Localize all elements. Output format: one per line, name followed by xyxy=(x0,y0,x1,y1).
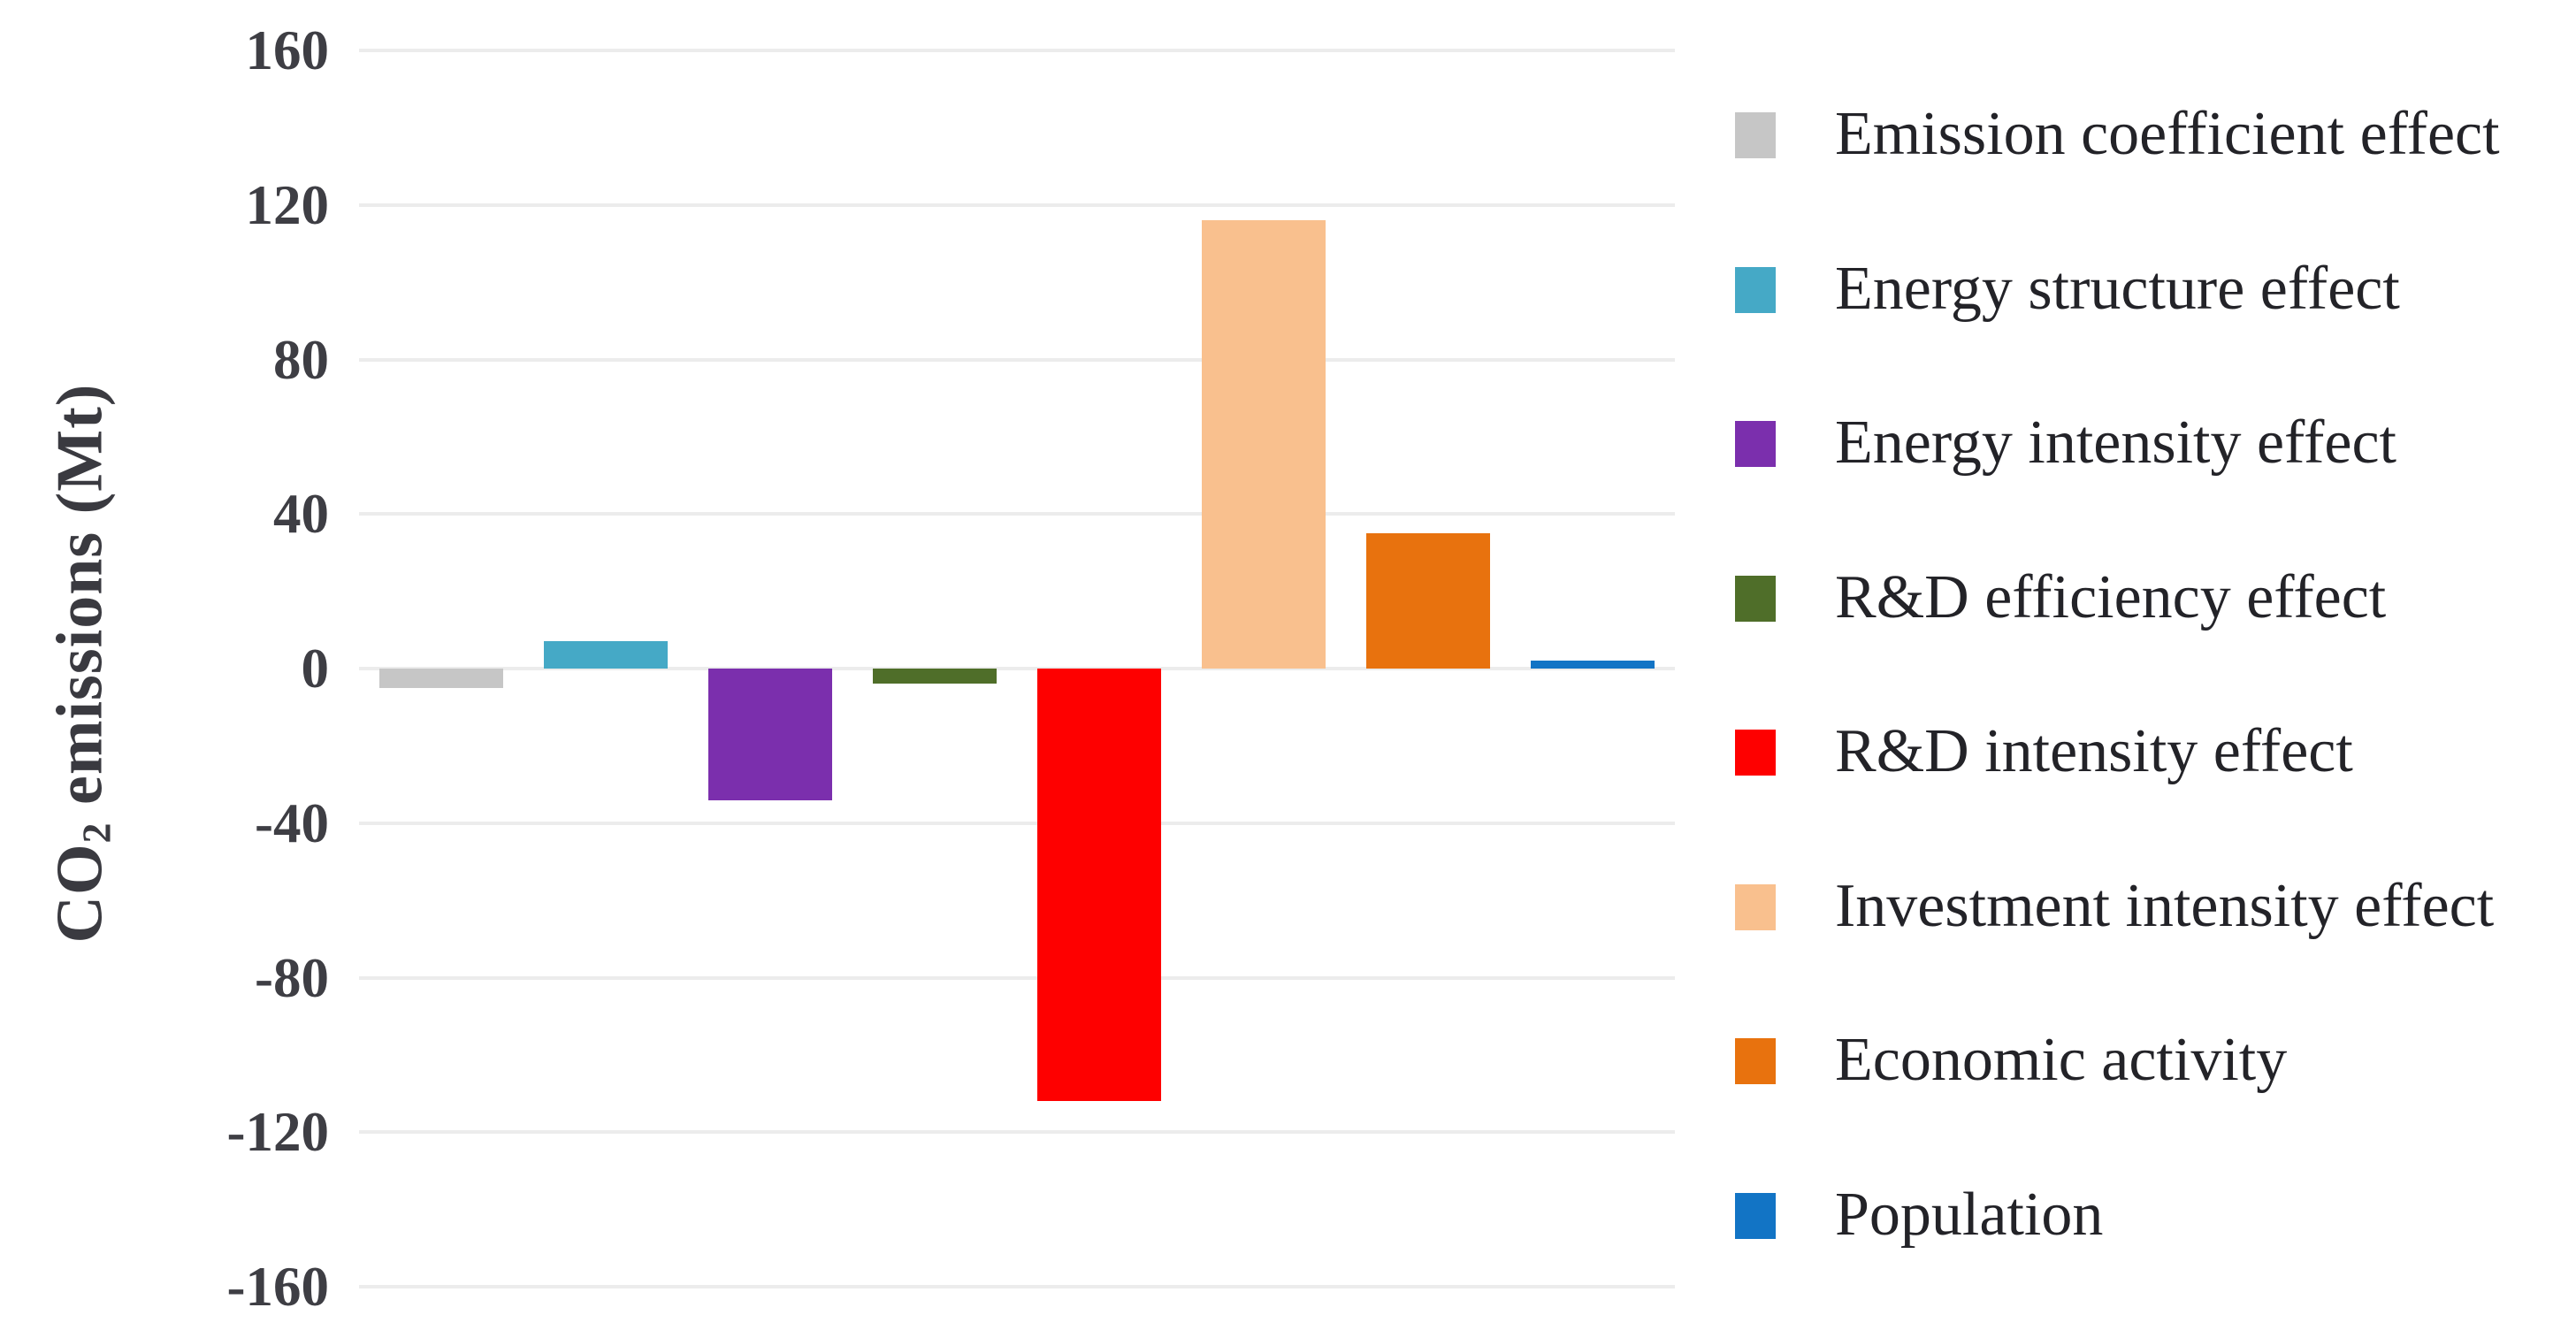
y-tick-label: -40 xyxy=(255,791,329,854)
y-tick-label: -120 xyxy=(226,1101,329,1164)
gridline-y-0 xyxy=(359,667,1675,670)
gridline-y--120 xyxy=(359,1130,1675,1135)
y-tick-label: -160 xyxy=(226,1256,329,1318)
gridline-y-80 xyxy=(359,357,1675,362)
y-tick-label: 120 xyxy=(245,173,330,236)
legend-label: Emission coefficient effect xyxy=(1835,100,2500,168)
legend-swatch-icon xyxy=(1735,112,1776,158)
gridline-y-40 xyxy=(359,512,1675,516)
bar-energy-intensity-effect xyxy=(708,669,832,800)
legend-swatch-icon xyxy=(1735,730,1776,776)
bar-r-d-efficiency-effect xyxy=(873,669,997,684)
y-axis-title-suffix: emissions (Mt) xyxy=(43,383,117,822)
bar-emission-coefficient-effect xyxy=(379,669,503,688)
y-tick-label: 80 xyxy=(273,328,329,391)
legend-label: Energy intensity effect xyxy=(1835,409,2396,477)
legend-label: R&D efficiency effect xyxy=(1835,562,2387,631)
y-tick-label: 0 xyxy=(301,638,330,700)
gridline-y--160 xyxy=(359,1285,1675,1288)
y-tick-label: 160 xyxy=(245,19,330,81)
gridline-y--40 xyxy=(359,821,1675,825)
y-tick-label: 40 xyxy=(273,483,329,546)
legend-swatch-icon xyxy=(1735,575,1776,622)
y-tick-label: -80 xyxy=(255,946,329,1009)
legend-swatch-icon xyxy=(1735,1038,1776,1084)
legend-swatch-icon xyxy=(1735,883,1776,930)
bar-investment-intensity-effect xyxy=(1202,220,1326,669)
bar-energy-structure-effect xyxy=(544,641,668,669)
gridline-y--80 xyxy=(359,975,1675,980)
gridline-y-160 xyxy=(359,49,1675,52)
legend-swatch-icon xyxy=(1735,421,1776,467)
gridline-y-120 xyxy=(359,203,1675,207)
legend-label: Economic activity xyxy=(1835,1026,2288,1094)
bar-economic-activity xyxy=(1366,533,1490,669)
legend-swatch-icon xyxy=(1735,1192,1776,1239)
legend-swatch-icon xyxy=(1735,266,1776,313)
legend-label: R&D intensity effect xyxy=(1835,717,2353,785)
legend-label: Investment intensity effect xyxy=(1835,871,2495,940)
bar-r-d-intensity-effect xyxy=(1037,669,1161,1102)
legend-label: Population xyxy=(1835,1180,2104,1249)
legend-label: Energy structure effect xyxy=(1835,254,2400,323)
bar-population xyxy=(1531,661,1655,669)
y-axis-title-prefix: CO xyxy=(43,843,117,944)
